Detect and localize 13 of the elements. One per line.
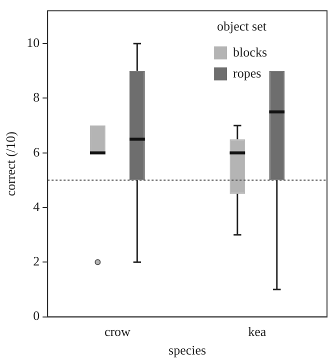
legend-title: object set: [217, 18, 267, 34]
y-tick-label: 4: [33, 198, 40, 214]
x-axis-title: species: [168, 342, 206, 358]
y-tick-label: 10: [26, 35, 40, 50]
legend-label: ropes: [233, 65, 262, 80]
x-tick-label: crow: [104, 324, 132, 340]
y-tick-label: 2: [33, 254, 40, 269]
y-axis-title: correct (/10): [3, 131, 18, 196]
y-tick-label: 8: [33, 90, 40, 105]
y-tick-label: 6: [33, 144, 40, 160]
legend-label: blocks: [233, 44, 268, 60]
x-tick-label: kea: [248, 324, 266, 340]
y-tick-label: 0: [33, 308, 40, 324]
